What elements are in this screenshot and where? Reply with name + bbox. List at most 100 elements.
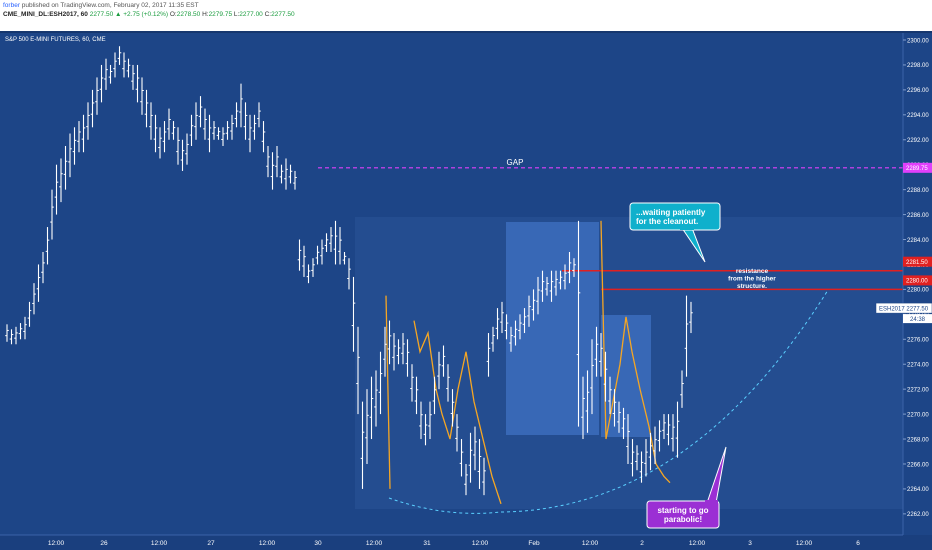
price-bar[interactable] bbox=[464, 463, 468, 496]
price-bar[interactable] bbox=[36, 264, 41, 302]
price-bar[interactable] bbox=[414, 376, 419, 415]
price-bar[interactable] bbox=[86, 102, 90, 140]
price-bar[interactable] bbox=[72, 127, 77, 165]
price-bar[interactable] bbox=[419, 401, 423, 440]
price-bar[interactable] bbox=[131, 64, 135, 90]
author-link[interactable]: forber bbox=[3, 2, 20, 9]
price-bar[interactable] bbox=[63, 145, 68, 190]
price-bar[interactable] bbox=[648, 432, 653, 471]
price-bar[interactable] bbox=[176, 127, 180, 165]
price-bar[interactable] bbox=[684, 295, 689, 377]
price-bar[interactable] bbox=[41, 251, 45, 284]
price-bar[interactable] bbox=[630, 439, 635, 477]
price-bar[interactable] bbox=[603, 351, 608, 402]
price-bar[interactable] bbox=[387, 320, 392, 365]
price-bar[interactable] bbox=[626, 414, 630, 464]
price-bar[interactable] bbox=[257, 102, 261, 128]
price-bar[interactable] bbox=[306, 264, 311, 284]
price-bar[interactable] bbox=[441, 345, 446, 377]
price-bar[interactable] bbox=[302, 245, 306, 277]
price-bar[interactable] bbox=[252, 114, 257, 140]
price-bar[interactable] bbox=[171, 121, 176, 140]
price-bar[interactable] bbox=[617, 401, 621, 433]
price-bar[interactable] bbox=[554, 270, 558, 296]
price-bar[interactable] bbox=[621, 407, 626, 440]
price-bar[interactable] bbox=[585, 370, 590, 433]
price-bar[interactable] bbox=[90, 89, 95, 128]
price-bar[interactable] bbox=[239, 83, 243, 128]
price-bar[interactable] bbox=[311, 258, 315, 277]
price-bar[interactable] bbox=[207, 114, 212, 153]
price-bar[interactable] bbox=[477, 439, 482, 489]
price-bar[interactable] bbox=[347, 258, 351, 290]
price-bar[interactable] bbox=[536, 276, 540, 315]
price-bar[interactable] bbox=[356, 326, 360, 415]
price-bar[interactable] bbox=[392, 333, 396, 371]
price-bar[interactable] bbox=[185, 133, 189, 165]
price-bar[interactable] bbox=[225, 121, 230, 140]
price-bar[interactable] bbox=[27, 301, 32, 327]
price-bar[interactable] bbox=[189, 114, 194, 146]
swing-line-3[interactable] bbox=[600, 220, 671, 484]
price-bar[interactable] bbox=[18, 323, 23, 340]
price-bar[interactable] bbox=[158, 127, 162, 159]
price-bar[interactable] bbox=[572, 258, 576, 277]
price-bar[interactable] bbox=[639, 451, 644, 483]
price-bar[interactable] bbox=[549, 270, 554, 302]
price-bar[interactable] bbox=[612, 389, 617, 427]
price-bar[interactable] bbox=[437, 351, 441, 390]
price-bar[interactable] bbox=[653, 426, 657, 464]
price-bar[interactable] bbox=[410, 364, 414, 402]
price-bar[interactable] bbox=[486, 333, 491, 377]
price-bar[interactable] bbox=[117, 46, 122, 65]
price-bar[interactable] bbox=[675, 401, 680, 458]
price-bar[interactable] bbox=[122, 52, 126, 78]
price-bar[interactable] bbox=[396, 339, 401, 365]
price-bar[interactable] bbox=[446, 364, 450, 402]
price-bar[interactable] bbox=[23, 316, 27, 340]
price-bar[interactable] bbox=[248, 114, 252, 153]
swing-line-2[interactable] bbox=[413, 320, 502, 505]
price-bar[interactable] bbox=[243, 102, 248, 140]
price-bar[interactable] bbox=[378, 351, 383, 415]
price-bar[interactable] bbox=[126, 58, 131, 78]
price-bar[interactable] bbox=[369, 376, 374, 440]
price-bar[interactable] bbox=[455, 414, 459, 452]
price-bar[interactable] bbox=[450, 389, 455, 427]
price-bar[interactable] bbox=[149, 102, 153, 140]
price-bar[interactable] bbox=[482, 457, 486, 496]
price-bar[interactable] bbox=[635, 445, 639, 471]
price-bar[interactable] bbox=[5, 324, 9, 342]
price-bar[interactable] bbox=[14, 326, 18, 345]
price-bar[interactable] bbox=[99, 64, 104, 103]
price-bar[interactable] bbox=[293, 170, 297, 190]
price-bar[interactable] bbox=[374, 370, 378, 427]
price-bar[interactable] bbox=[153, 114, 158, 153]
price-bar[interactable] bbox=[644, 439, 648, 477]
price-bar[interactable] bbox=[194, 102, 198, 140]
price-bar[interactable] bbox=[459, 439, 464, 477]
price-bar[interactable] bbox=[234, 102, 239, 128]
price-bar[interactable] bbox=[365, 389, 369, 464]
price-bar[interactable] bbox=[500, 301, 504, 334]
price-bar[interactable] bbox=[59, 158, 63, 203]
price-bar[interactable] bbox=[95, 77, 99, 115]
price-bar[interactable] bbox=[576, 220, 581, 427]
price-bar[interactable] bbox=[581, 376, 585, 440]
price-bar[interactable] bbox=[320, 239, 324, 265]
price-bar[interactable] bbox=[279, 164, 284, 184]
price-bar[interactable] bbox=[504, 314, 509, 340]
price-bar[interactable] bbox=[558, 270, 563, 290]
price-bar[interactable] bbox=[45, 227, 50, 265]
price-bar[interactable] bbox=[540, 270, 545, 302]
price-bar[interactable] bbox=[599, 333, 603, 377]
price-bar[interactable] bbox=[203, 108, 207, 140]
price-bar[interactable] bbox=[270, 152, 275, 190]
price-bar[interactable] bbox=[567, 251, 572, 284]
price-bar[interactable] bbox=[288, 164, 293, 184]
price-bar[interactable] bbox=[563, 264, 567, 290]
price-bar[interactable] bbox=[473, 426, 477, 471]
price-bar[interactable] bbox=[468, 432, 473, 483]
price-bar[interactable] bbox=[167, 108, 171, 140]
